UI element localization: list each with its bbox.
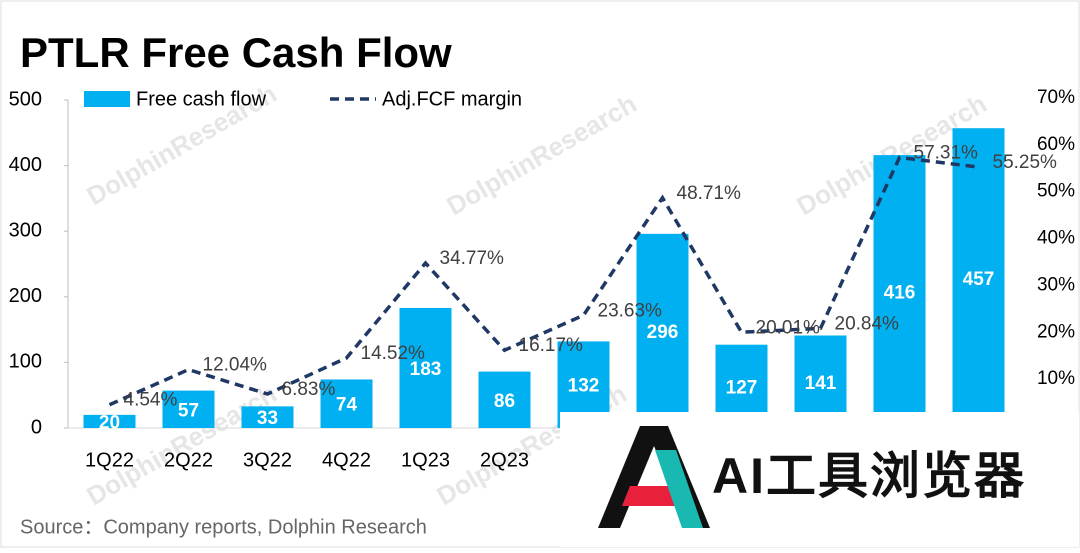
line-value-label: 34.77% [440, 248, 505, 269]
y2-tick-label: 40% [1037, 228, 1075, 249]
bar-value-label: 183 [410, 359, 442, 380]
y2-tick-label: 20% [1037, 321, 1075, 342]
bar-value-label: 132 [568, 376, 600, 397]
legend-label: Free cash flow [136, 88, 267, 110]
bar [952, 128, 1005, 428]
bar-value-label: 86 [494, 391, 515, 412]
bar [478, 371, 531, 428]
y2-tick-label: 10% [1037, 368, 1075, 389]
y2-tick-label: 70% [1037, 87, 1075, 108]
y-tick-label: 400 [9, 154, 42, 176]
y-tick-label: 300 [9, 219, 42, 241]
legend-label: Adj.FCF margin [382, 88, 522, 110]
logo-a-teal [655, 450, 703, 528]
line-value-label: 23.63% [598, 300, 663, 321]
y2-tick-label: 50% [1037, 181, 1075, 202]
bar-value-label: 296 [647, 322, 679, 343]
bar-value-label: 33 [257, 408, 278, 429]
line-value-label: 55.25% [993, 152, 1058, 173]
y-tick-label: 500 [9, 88, 42, 110]
y-tick-label: 0 [31, 416, 42, 438]
x-tick-label: 4Q22 [322, 449, 371, 471]
logo-a-red [622, 486, 676, 506]
line-value-label: 12.04% [203, 355, 268, 376]
bar-value-label: 416 [884, 283, 916, 304]
bar-value-label: 457 [963, 269, 995, 290]
bar [83, 414, 136, 428]
line-value-label: 20.01% [756, 317, 821, 338]
y2-tick-label: 60% [1037, 134, 1075, 155]
line-value-label: 20.84% [835, 313, 900, 334]
bar-value-label: 141 [805, 373, 837, 394]
bar [873, 155, 926, 428]
source: Source：Company reports, Dolphin Research [20, 516, 427, 538]
bar-value-label: 74 [336, 395, 358, 416]
y-tick-label: 100 [9, 351, 42, 373]
line-value-label: 6.83% [282, 379, 336, 400]
line-value-label: 48.71% [677, 183, 742, 204]
x-tick-label: 1Q22 [85, 449, 134, 471]
line-value-label: 57.31% [914, 142, 979, 163]
y-tick-label: 200 [9, 285, 42, 307]
margin-line [108, 155, 979, 407]
bar [636, 233, 689, 428]
line-value-label: 4.54% [124, 390, 178, 411]
bar [399, 307, 452, 428]
x-tick-label: 1Q23 [401, 449, 450, 471]
chart-title: PTLR Free Cash Flow [20, 29, 452, 76]
bar [320, 379, 373, 428]
x-tick-label: 2Q22 [164, 449, 213, 471]
y2-tick-label: 30% [1037, 274, 1075, 295]
legend-swatch [84, 91, 130, 107]
x-tick-label: 3Q22 [243, 449, 292, 471]
bar [241, 406, 294, 428]
bar-value-label: 127 [726, 377, 758, 398]
line-value-label: 16.17% [519, 335, 584, 356]
x-tick-label: 2Q23 [480, 449, 529, 471]
line-value-label: 14.52% [361, 343, 426, 364]
bar-value-label: 20 [99, 412, 120, 433]
bar-value-label: 57 [178, 400, 199, 421]
bar [162, 390, 215, 428]
